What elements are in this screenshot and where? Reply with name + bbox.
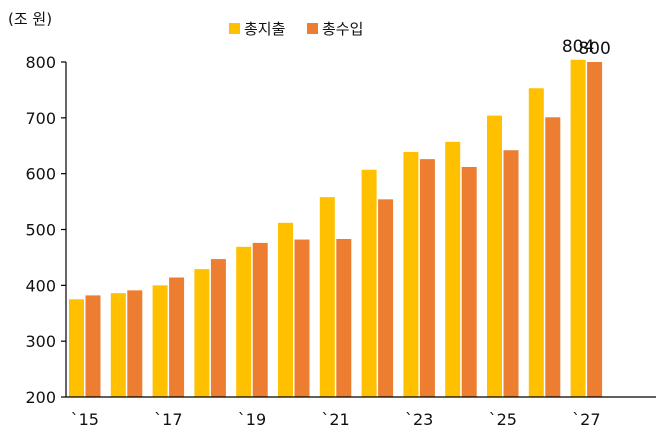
bar-total-expenditure-2019 [236,246,252,397]
legend: 총지출 총수입 [229,20,363,38]
bar-total-revenue-2018 [210,259,226,397]
data-label: 804 [562,37,594,57]
legend-swatch-total-expenditure [229,23,240,34]
bar-total-expenditure-2025 [487,115,502,397]
bar-total-expenditure-2017 [152,285,168,397]
bar-total-expenditure-2022 [361,169,377,397]
x-tick-label: `25 [489,410,517,429]
bar-total-revenue-2017 [169,277,185,397]
y-tick-label: 500 [25,221,56,240]
bar-total-revenue-2015 [85,295,101,397]
legend-label-total-revenue: 총수입 [322,20,363,38]
y-tick-label: 300 [25,332,56,351]
bar-total-revenue-2027 [587,62,603,397]
y-tick-label: 600 [25,165,56,184]
data-label: 800 [578,39,610,59]
bar-total-expenditure-2016 [110,293,126,397]
bar-total-expenditure-2020 [278,222,293,397]
bar-total-revenue-2019 [252,242,268,397]
bar-total-expenditure-2027 [570,59,586,398]
bar-total-expenditure-2021 [319,197,335,397]
y-tick-label: 400 [25,276,56,295]
legend-label-total-expenditure: 총지출 [244,20,285,38]
bar-total-expenditure-2018 [194,269,210,397]
x-axis: `15 `17 `19 `21 `23 `25 `27 [66,396,656,429]
bar-total-expenditure-2024 [445,141,461,397]
y-tick-label: 700 [25,109,56,128]
bar-total-revenue-2020 [294,239,310,397]
bar-total-revenue-2016 [127,290,143,397]
unit-label: (조 원) [8,10,52,28]
bar-total-revenue-2024 [461,166,477,397]
bar-total-expenditure-2015 [69,299,84,397]
bar-total-revenue-2023 [419,159,435,397]
bar-total-expenditure-2026 [528,88,544,398]
y-axis: 200 300 400 500 600 700 800 [25,53,67,407]
x-tick-label: `27 [572,410,600,429]
legend-swatch-total-revenue [307,23,318,34]
x-tick-label: `21 [321,410,349,429]
bar-total-revenue-2022 [378,199,394,397]
bar-total-expenditure-2023 [403,151,419,397]
x-tick-label: `15 [71,410,99,429]
bar-total-revenue-2026 [545,117,561,397]
bar-total-revenue-2025 [503,150,519,397]
bar-total-revenue-2021 [336,238,352,397]
y-tick-label: 200 [25,388,56,407]
bars [69,59,603,398]
x-tick-label: `17 [154,410,182,429]
x-tick-label: `23 [405,410,433,429]
y-tick-label: 800 [25,53,56,72]
x-tick-label: `19 [238,410,266,429]
